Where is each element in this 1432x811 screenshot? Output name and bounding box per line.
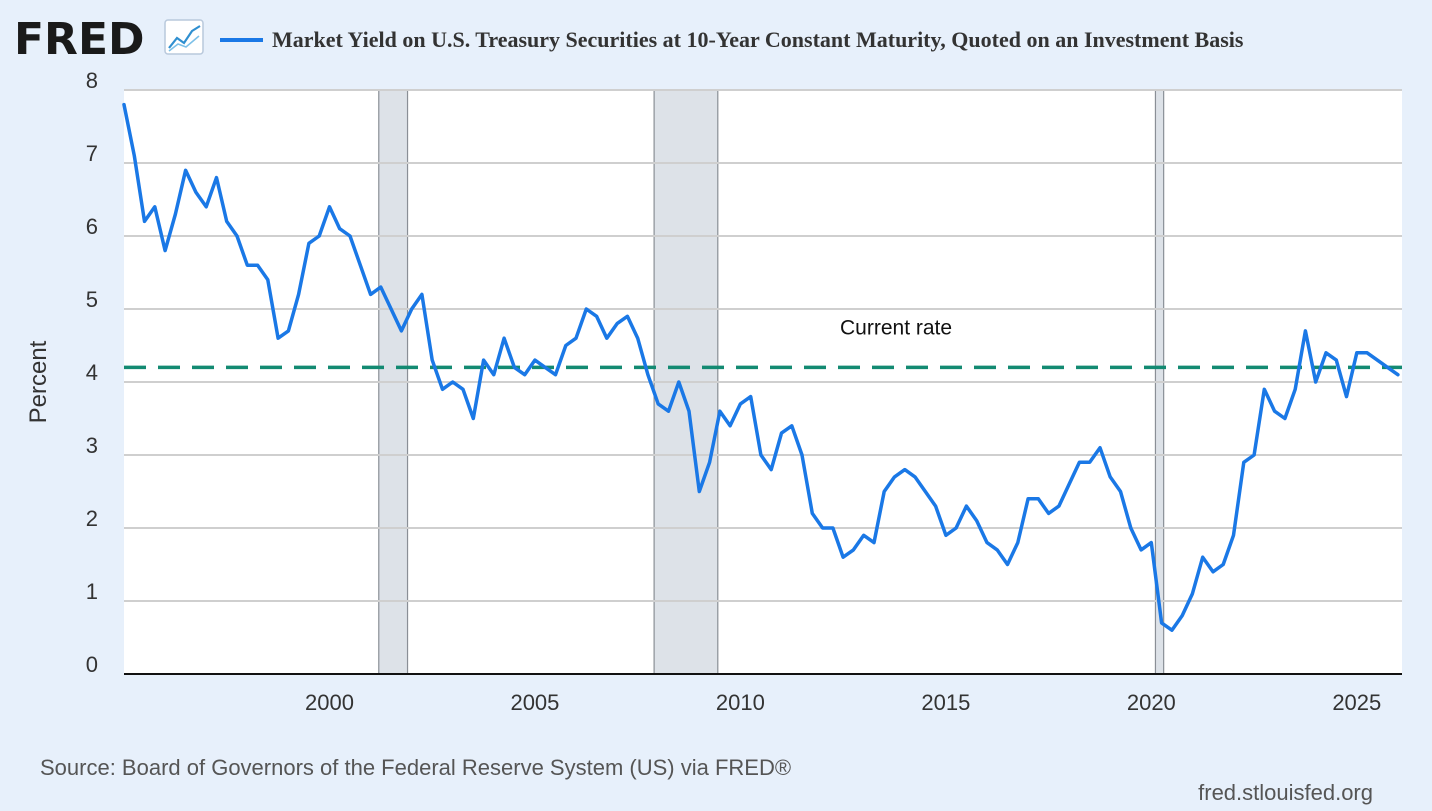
y-tick-label: 3 bbox=[86, 433, 98, 458]
y-axis-ticks: 0 1 2 3 4 5 6 7 8 bbox=[86, 68, 98, 677]
legend-label: Market Yield on U.S. Treasury Securities… bbox=[272, 27, 1244, 52]
x-tick-label: 2015 bbox=[921, 690, 970, 715]
y-tick-label: 1 bbox=[86, 579, 98, 604]
fred-site-url[interactable]: fred.stlouisfed.org bbox=[1198, 780, 1373, 805]
chart-trend-icon bbox=[164, 19, 204, 55]
x-tick-label: 2005 bbox=[510, 690, 559, 715]
y-tick-label: 6 bbox=[86, 214, 98, 239]
series-10y-yield-line bbox=[122, 102, 1400, 632]
x-axis-ticks: 2000 2005 2010 2015 2020 2025 bbox=[305, 690, 1381, 715]
y-axis-label: Percent bbox=[25, 340, 52, 423]
x-tick-label: 2020 bbox=[1127, 690, 1176, 715]
x-tick-label: 2000 bbox=[305, 690, 354, 715]
current-rate-label: Current rate bbox=[840, 316, 952, 339]
x-tick-label: 2010 bbox=[716, 690, 765, 715]
source-note: Source: Board of Governors of the Federa… bbox=[40, 755, 791, 780]
x-tick-label: 2025 bbox=[1332, 690, 1381, 715]
y-tick-label: 5 bbox=[86, 287, 98, 312]
y-tick-label: 8 bbox=[86, 68, 98, 93]
y-tick-label: 4 bbox=[86, 360, 98, 385]
fred-logo: FRED bbox=[14, 14, 145, 65]
y-tick-label: 2 bbox=[86, 506, 98, 531]
y-tick-label: 0 bbox=[86, 652, 98, 677]
y-tick-label: 7 bbox=[86, 141, 98, 166]
